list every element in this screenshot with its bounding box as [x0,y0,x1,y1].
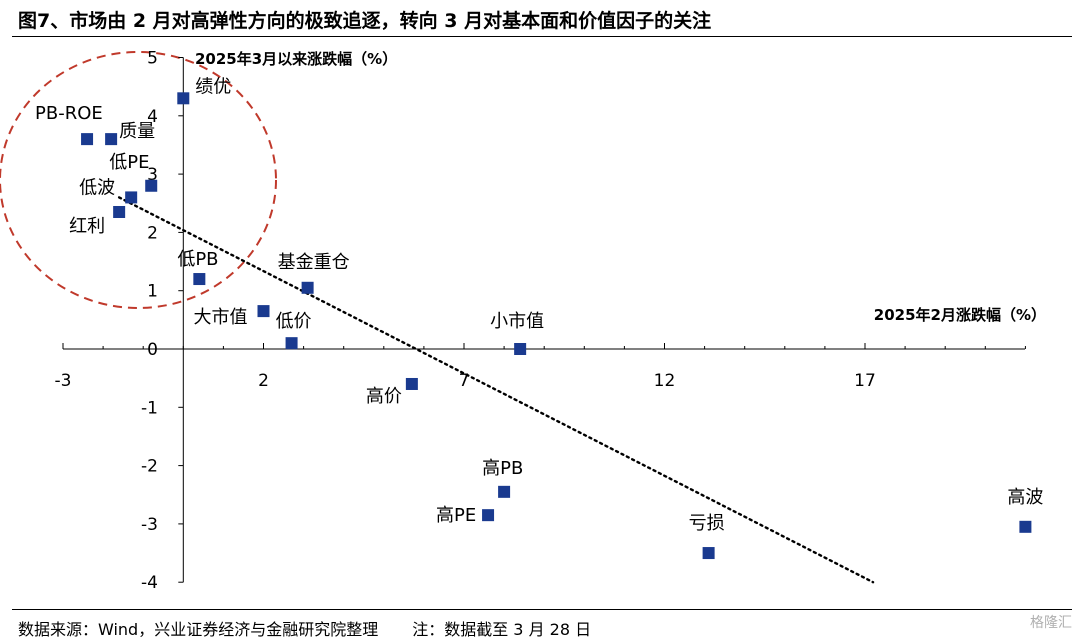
data-label: 高价 [366,386,402,407]
data-point [177,92,190,105]
highlight-circle [0,51,277,309]
footer-source: 数据来源：Wind，兴业证券经济与金融研究院整理 注：数据截至 3 月 28 日 [18,616,591,640]
x-tick-label: 17 [854,371,876,391]
data-label: 亏损 [689,513,725,534]
x-tick-label: 7 [459,371,470,391]
trend-line [117,196,875,584]
y-tick-label: 2 [147,223,158,243]
data-label: 高PE [436,505,476,526]
data-point [285,337,298,350]
data-label: 红利 [69,216,105,237]
data-label: PB-ROE [35,103,103,124]
y-tick-label: 3 [147,165,158,185]
data-label: 高PB [482,458,523,479]
x-tick-label: 2 [258,371,269,391]
data-point [113,205,126,218]
data-label: 低PB [177,249,218,270]
y-tick-label: -1 [141,398,158,418]
data-point [514,343,527,355]
y-axis-title: 2025年3月以来涨跌幅（%） [195,50,397,68]
y-tick-label: -4 [141,573,158,593]
data-point [145,179,158,192]
data-point [482,509,495,522]
watermark: 格隆汇 [1030,615,1072,631]
data-label: 小市值 [490,311,544,332]
y-tick-label: 4 [147,107,158,127]
footer-rule [12,609,1072,610]
x-axis-title: 2025年2月涨跌幅（%） [874,306,1046,324]
data-label: 低波 [79,177,115,198]
data-point [193,273,206,286]
data-label: 高波 [1007,487,1043,508]
data-point [257,305,270,318]
data-point [405,377,418,390]
y-tick-label: 0 [147,340,158,360]
data-point [125,191,138,204]
y-tick-label: -2 [141,457,158,477]
title-rule [12,36,1072,37]
note-text: 注：数据截至 3 月 28 日 [412,620,592,639]
data-label: 绩优 [195,76,231,97]
y-tick-label: 5 [147,49,158,69]
data-label: 低PE [109,152,149,173]
data-point [1019,520,1032,533]
x-tick-label: 12 [654,371,676,391]
y-tick-label: -3 [141,515,158,535]
data-label: 基金重仓 [278,252,350,273]
data-point [105,133,118,146]
data-point [702,547,715,560]
chart-title: 图7、市场由 2 月对高弹性方向的极致追逐，转向 3 月对基本面和价值因子的关注 [18,10,712,32]
data-label: 大市值 [194,307,248,328]
data-label: 质量 [119,121,155,142]
data-point [81,133,94,146]
x-tick-label: -3 [55,371,72,391]
y-tick-label: 1 [147,282,158,302]
data-point [301,281,314,294]
source-text: 数据来源：Wind，兴业证券经济与金融研究院整理 [18,620,379,639]
data-point [498,485,511,498]
data-label: 低价 [276,311,312,332]
